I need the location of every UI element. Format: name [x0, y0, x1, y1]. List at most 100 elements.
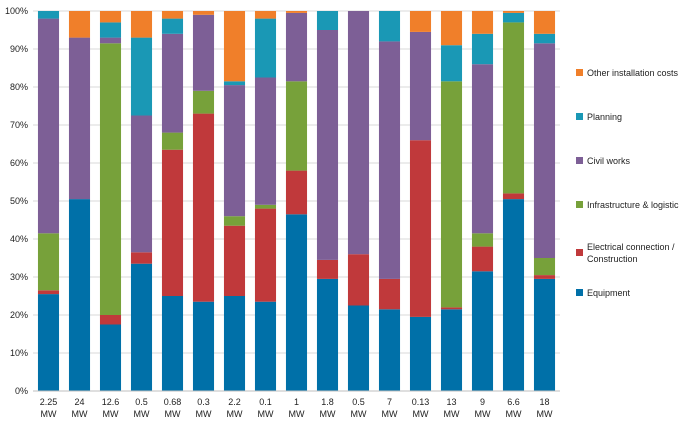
bar-segment	[37, 233, 60, 291]
bar-segment	[254, 301, 277, 391]
bar-segment	[378, 309, 401, 391]
bar-segment	[285, 81, 308, 171]
x-tick-label: 18 MW	[537, 397, 553, 419]
bar-segment	[161, 149, 184, 296]
bar-segment	[254, 77, 277, 205]
bar-segment	[254, 18, 277, 78]
x-tick-label: 1 MW	[289, 397, 305, 419]
bar-segment	[37, 290, 60, 295]
bar-segment	[68, 37, 91, 200]
bar-segment	[471, 233, 494, 247]
bar-segment	[161, 18, 184, 34]
bar-segment	[130, 37, 153, 116]
bar-segment	[130, 11, 153, 38]
bar-segment	[316, 30, 339, 260]
bar-segment	[502, 193, 525, 200]
y-tick-label: 40%	[10, 234, 28, 244]
bar-segment	[37, 294, 60, 391]
legend-label: Civil works	[587, 156, 631, 166]
y-tick-label: 60%	[10, 158, 28, 168]
x-tick-label: 0.13 MW	[412, 397, 430, 419]
legend-swatch	[576, 69, 583, 76]
y-tick-label: 70%	[10, 120, 28, 130]
legend-swatch	[576, 289, 583, 296]
bar-segment	[254, 208, 277, 302]
bar-segment	[192, 11, 215, 15]
bar-segment	[316, 259, 339, 279]
bar-segment	[440, 81, 463, 308]
bar-segment	[378, 41, 401, 279]
legend-swatch	[576, 113, 583, 120]
bar-segment	[192, 14, 215, 91]
bar-segment	[316, 278, 339, 391]
bar-segment	[502, 22, 525, 194]
y-tick-label: 30%	[10, 272, 28, 282]
bar-segment	[223, 296, 246, 391]
bar-segment	[37, 18, 60, 234]
bar-segment	[502, 11, 525, 13]
bar-segment	[161, 132, 184, 150]
bar-segment	[192, 113, 215, 302]
bar-segment	[223, 216, 246, 226]
bar-segment	[285, 12, 308, 82]
bar-segment	[99, 22, 122, 38]
y-tick-label: 80%	[10, 82, 28, 92]
bar-segment	[130, 263, 153, 391]
bar-segment	[471, 64, 494, 234]
bar-segment	[161, 11, 184, 19]
bar-segment	[285, 11, 308, 13]
bar-segment	[378, 11, 401, 42]
bar-segment	[99, 37, 122, 44]
bar-segment	[285, 214, 308, 391]
bar-segment	[502, 199, 525, 391]
bar-segment	[409, 316, 432, 391]
bar-segment	[161, 33, 184, 133]
bar-segment	[502, 12, 525, 23]
bar-segment	[533, 33, 556, 44]
bar-segment	[347, 305, 370, 391]
bar-segment	[99, 11, 122, 23]
x-tick-label: 0.5 MW	[351, 397, 367, 419]
bar-segment	[347, 11, 370, 255]
bar-segment	[68, 199, 91, 391]
x-tick-label: 13 MW	[444, 397, 460, 419]
x-tick-label: 2.25 MW	[40, 397, 58, 419]
x-tick-label: 0.1 MW	[258, 397, 274, 419]
x-tick-label: 24 MW	[72, 397, 88, 419]
legend-label: Planning	[587, 112, 622, 122]
y-tick-label: 100%	[5, 6, 28, 16]
legend-swatch	[576, 157, 583, 164]
legend-label: Electrical connection / Construction	[587, 242, 675, 264]
legend-label: Other installation costs	[587, 68, 679, 78]
x-tick-label: 1.8 MW	[320, 397, 336, 419]
bar-segment	[223, 225, 246, 296]
x-tick-label: 7 MW	[382, 397, 398, 419]
bar-segment	[192, 301, 215, 391]
bar-segment	[533, 43, 556, 258]
bar-segment	[440, 45, 463, 82]
bar-segment	[471, 11, 494, 34]
y-tick-label: 50%	[10, 196, 28, 206]
bar-segment	[533, 258, 556, 276]
bar-segment	[471, 33, 494, 65]
bar-segment	[409, 31, 432, 141]
bar-segment	[471, 246, 494, 272]
x-tick-label: 9 MW	[475, 397, 491, 419]
bar-segment	[533, 275, 556, 279]
bar-segment	[37, 11, 60, 19]
y-tick-label: 10%	[10, 348, 28, 358]
legend-swatch	[576, 201, 583, 208]
bar-segment	[99, 324, 122, 391]
bar-segment	[285, 170, 308, 215]
y-tick-label: 20%	[10, 310, 28, 320]
x-tick-label: 0.5 MW	[134, 397, 150, 419]
bar-segment	[130, 115, 153, 253]
bar-segment	[223, 81, 246, 86]
bar-segment	[192, 90, 215, 114]
bar-segment	[68, 11, 91, 38]
bar-segment	[161, 296, 184, 391]
bar-segment	[533, 278, 556, 391]
bar-segment	[254, 204, 277, 209]
x-tick-label: 0.3 MW	[196, 397, 212, 419]
